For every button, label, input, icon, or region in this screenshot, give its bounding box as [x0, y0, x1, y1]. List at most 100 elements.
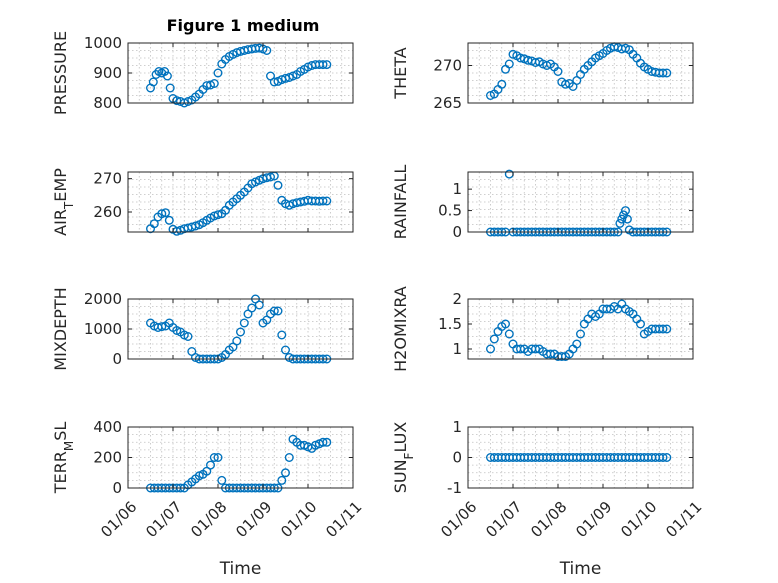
y-tick-label: 260	[93, 203, 122, 221]
subplot-mixdepth: 0 1000 2000 MIXDEPTH	[51, 287, 354, 371]
data-point	[576, 329, 586, 339]
data-point	[318, 60, 328, 70]
y-axis-label: PRESSURE	[51, 31, 70, 115]
data-point	[266, 172, 276, 182]
y-tick-label: 1.5	[438, 315, 462, 333]
x-tick-label: 01/10	[277, 498, 320, 541]
y-tick-label: 1	[452, 340, 462, 358]
x-axis-label: Time	[559, 559, 602, 579]
y-tick-label: 1	[452, 180, 462, 198]
data-point	[262, 46, 272, 56]
data-point	[213, 453, 223, 463]
data-point	[254, 300, 264, 310]
data-point	[239, 318, 249, 328]
data-point	[209, 78, 219, 88]
data-point	[662, 453, 672, 463]
x-tick-label: 01/11	[662, 498, 705, 541]
y-axis-label: MIXDEPTH	[51, 287, 70, 370]
subplot-theta: 265 270 THETA	[391, 42, 694, 112]
subplot-h2omixra: 1 1.5 2 H2OMIXRA	[391, 286, 694, 372]
y-tick-label: 0	[112, 350, 122, 368]
y-tick-label: 200	[93, 449, 122, 467]
x-axis-label: Time	[219, 559, 262, 579]
data-point	[183, 332, 193, 342]
data-point	[662, 324, 672, 334]
subplot-air_temp: 260 270 AIRTEMP	[51, 168, 354, 236]
data-point	[160, 66, 170, 76]
data-point	[318, 437, 328, 447]
x-tick-label: 01/09	[232, 498, 275, 541]
data-point	[615, 218, 625, 228]
y-tick-label: 270	[93, 170, 122, 188]
y-tick-label: 1	[452, 418, 462, 436]
x-tick-label: 01/08	[187, 498, 230, 541]
data-point	[205, 460, 215, 470]
y-tick-label: 0	[452, 223, 462, 241]
data-point	[157, 209, 167, 219]
data-point	[269, 306, 279, 316]
data-point	[164, 215, 174, 225]
data-point	[151, 69, 161, 79]
data-point	[277, 330, 287, 340]
data-point	[273, 180, 283, 190]
y-axis-label: AIRTEMP	[51, 168, 76, 236]
data-point	[284, 453, 294, 463]
data-point	[217, 475, 227, 485]
y-tick-label: 0	[112, 479, 122, 497]
y-tick-label: 1000	[84, 320, 122, 338]
data-point	[322, 60, 332, 70]
y-axis-label: RAINFALL	[391, 165, 410, 240]
data-point	[318, 196, 328, 206]
axis-box	[467, 171, 694, 233]
data-point	[235, 327, 245, 337]
data-point	[213, 68, 223, 78]
y-tick-label: 2	[452, 290, 462, 308]
y-tick-label: 0	[452, 449, 462, 467]
x-tick-label: 01/11	[322, 498, 365, 541]
x-tick-label: 01/08	[527, 498, 570, 541]
x-tick-label: 01/06	[437, 498, 480, 541]
x-tick-label: 01/06	[97, 498, 140, 541]
y-axis-label: SUNFLUX	[391, 422, 416, 494]
axis-box	[467, 42, 694, 104]
data-point	[162, 71, 172, 81]
data-point	[636, 319, 646, 329]
data-point	[273, 306, 283, 316]
data-point	[658, 324, 668, 334]
x-tick-label: 01/07	[482, 498, 525, 541]
data-point	[149, 219, 159, 229]
data-point	[160, 208, 170, 218]
y-tick-label: -1	[447, 479, 462, 497]
subplot-sun_flux: -1 0 1 01/06 01/07 01/08 01/09 01/10 01/11 Time SU…	[391, 418, 705, 579]
y-tick-label: 900	[93, 64, 122, 82]
subplot-terr_msl: 0 200 400 01/06 01/07 01/08 01/09 01/10 01/11 Tim…	[51, 418, 365, 579]
data-point	[157, 322, 167, 332]
axis-box	[467, 298, 694, 360]
y-tick-label: 0.5	[438, 202, 462, 220]
data-point	[489, 334, 499, 344]
data-point	[281, 345, 291, 355]
data-point	[662, 68, 672, 78]
data-point	[148, 77, 158, 87]
x-tick-label: 01/07	[142, 498, 185, 541]
data-point	[658, 68, 668, 78]
x-tick-label: 01/09	[572, 498, 615, 541]
data-point	[621, 206, 631, 216]
data-point	[322, 437, 332, 447]
y-axis-label: TERRMSL	[51, 422, 76, 495]
data-point	[277, 475, 287, 485]
data-point	[504, 59, 514, 69]
y-tick-label: 1000	[84, 34, 122, 52]
data-point	[486, 344, 496, 354]
y-tick-label: 265	[433, 94, 462, 112]
figure-title: Figure 1 medium	[167, 16, 320, 35]
data-point	[281, 468, 291, 478]
y-axis-label: H2OMIXRA	[391, 286, 410, 372]
data-point	[658, 453, 668, 463]
y-tick-label: 270	[433, 57, 462, 75]
data-point	[213, 210, 223, 220]
axis-box	[127, 171, 354, 233]
y-tick-label: 400	[93, 418, 122, 436]
data-point	[572, 339, 582, 349]
